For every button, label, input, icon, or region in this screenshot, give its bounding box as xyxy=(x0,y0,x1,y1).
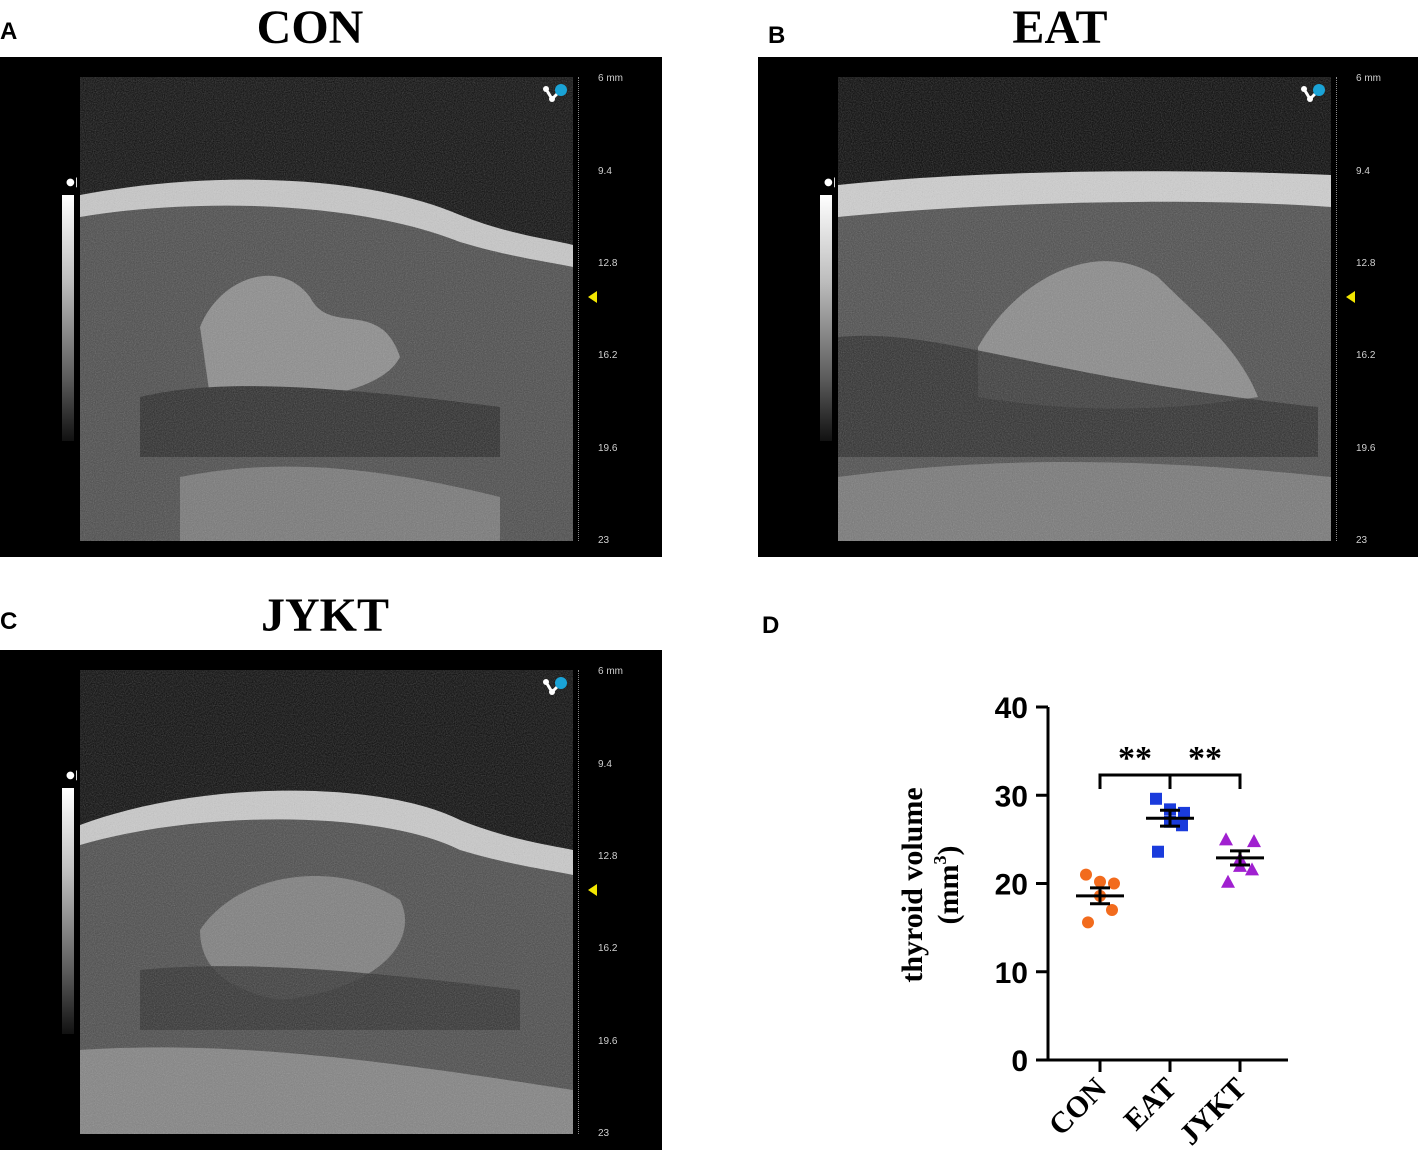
significance-bracket xyxy=(1168,773,1242,789)
svg-text:(mm3): (mm3) xyxy=(930,846,965,925)
panel-title-c: JYKT xyxy=(260,589,389,642)
transducer-logo-icon xyxy=(543,84,567,102)
data-point-eat xyxy=(1178,806,1190,819)
panel-letter-b: B xyxy=(768,22,786,49)
depth-label: 19.6 xyxy=(598,1036,618,1047)
data-point-jykt xyxy=(1245,862,1259,876)
focus-marker-icon xyxy=(588,884,597,896)
ultrasound-image-eat: ●| 6 mm 9.4 12.8 16.2 19.6 23 xyxy=(758,57,1418,557)
y-tick-label: 0 xyxy=(1011,1045,1028,1078)
data-point-jykt xyxy=(1247,834,1261,848)
y-tick-label: 40 xyxy=(995,692,1028,725)
y-axis-title-sup: 3 xyxy=(930,856,950,865)
depth-label: 19.6 xyxy=(1356,443,1376,454)
y-axis-title-line2: (mm xyxy=(932,865,965,925)
depth-label: 23 xyxy=(598,1128,610,1139)
panel-letter-c: C xyxy=(0,608,18,635)
depth-label: 23 xyxy=(598,535,610,546)
depth-label: 19.6 xyxy=(598,443,618,454)
data-point-jykt xyxy=(1221,874,1235,888)
thyroid-volume-chart: thyroid volume (mm3) 0 10 20 30 40 CON EAT JYKT… xyxy=(880,680,1400,1170)
focus-marker-icon xyxy=(588,291,597,303)
significance-label: ** xyxy=(1188,740,1222,777)
y-tick-label: 10 xyxy=(995,957,1028,990)
focus-marker-icon xyxy=(1346,291,1355,303)
grayscale-bar xyxy=(820,195,832,441)
depth-label: 9.4 xyxy=(598,166,612,177)
depth-label: 6 mm xyxy=(598,666,623,677)
gain-indicator: ●| xyxy=(66,177,79,188)
gain-indicator: ●| xyxy=(824,177,837,188)
depth-label: 16.2 xyxy=(598,350,618,361)
transducer-logo-icon xyxy=(1301,84,1325,102)
depth-label: 12.8 xyxy=(598,258,618,269)
depth-label: 23 xyxy=(1356,535,1368,546)
grayscale-bar xyxy=(62,788,74,1034)
y-axis-title-line1: thyroid volume xyxy=(896,787,929,982)
data-point-con xyxy=(1080,868,1092,881)
ultrasound-image-jykt: ●| 6 mm 9.4 12.8 16.2 19.6 23 xyxy=(0,650,662,1150)
y-axis-title: thyroid volume (mm3) xyxy=(896,787,965,982)
depth-label: 16.2 xyxy=(598,943,618,954)
data-point-jykt xyxy=(1219,832,1233,846)
ultrasound-scan xyxy=(80,670,573,1134)
transducer-logo-icon xyxy=(543,677,567,695)
panel-letter-d: D xyxy=(762,612,780,639)
data-point-eat xyxy=(1150,792,1162,805)
depth-label: 12.8 xyxy=(598,851,618,862)
x-tick-label: CON xyxy=(1042,1071,1113,1142)
data-point-eat xyxy=(1152,845,1164,858)
svg-text:thyroid volume: thyroid volume xyxy=(896,787,929,982)
depth-scale xyxy=(1336,77,1338,541)
ultrasound-scan xyxy=(838,77,1331,541)
depth-label: 9.4 xyxy=(598,759,612,770)
panel-title-a: CON xyxy=(256,1,364,54)
depth-label: 6 mm xyxy=(598,73,623,84)
data-point-con xyxy=(1094,875,1106,888)
panel-title-b: EAT xyxy=(1012,1,1108,54)
depth-label: 16.2 xyxy=(1356,350,1376,361)
panel-letter-a: A xyxy=(0,18,18,45)
ultrasound-scan xyxy=(80,77,573,541)
data-point-con xyxy=(1082,916,1094,929)
depth-label: 6 mm xyxy=(1356,73,1381,84)
ultrasound-image-con: ●| 6 mm 9.4 12.8 16.2 19.6 23 xyxy=(0,57,662,557)
x-tick-label: JYKT xyxy=(1173,1072,1253,1152)
y-tick-label: 30 xyxy=(995,780,1028,813)
y-axis-title-close: ) xyxy=(932,846,965,856)
y-tick-label: 20 xyxy=(995,869,1028,902)
grayscale-bar xyxy=(62,195,74,441)
data-point-con xyxy=(1106,903,1118,916)
data-point-con xyxy=(1108,877,1120,890)
data-point-eat xyxy=(1176,819,1188,832)
depth-label: 9.4 xyxy=(1356,166,1370,177)
significance-bracket xyxy=(1098,773,1172,789)
significance-label: ** xyxy=(1118,740,1152,777)
depth-scale xyxy=(578,670,580,1134)
depth-scale xyxy=(578,77,580,541)
depth-label: 12.8 xyxy=(1356,258,1376,269)
gain-indicator: ●| xyxy=(66,770,79,781)
